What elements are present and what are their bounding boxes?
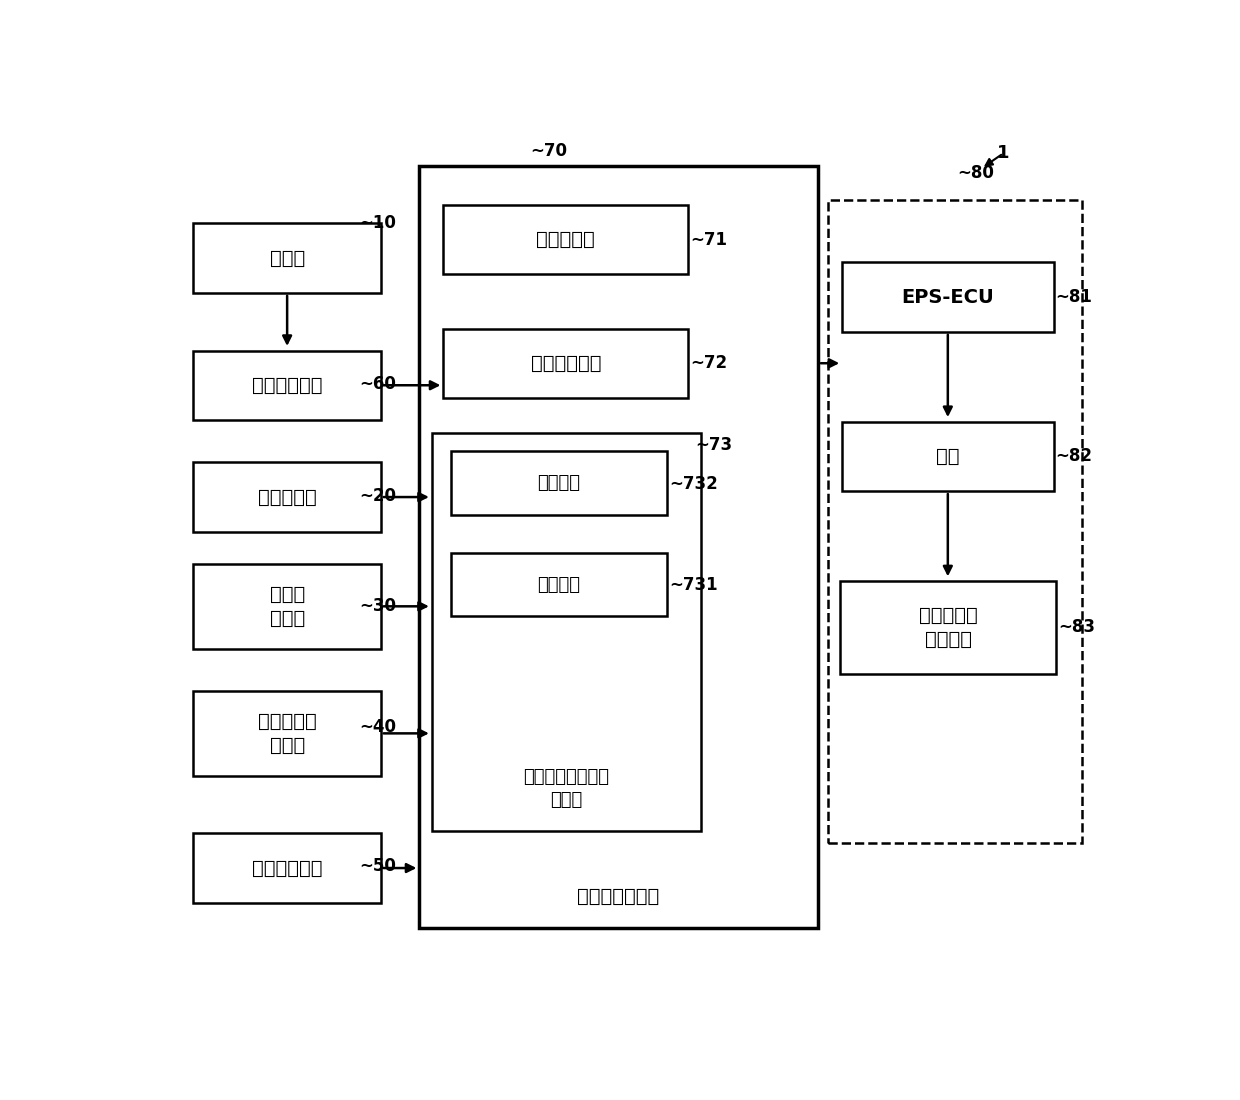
Text: 加速度传感器: 加速度传感器 (252, 858, 322, 878)
Text: 预控制部: 预控制部 (538, 474, 580, 492)
Bar (444, 329, 688, 398)
Text: ∼20: ∼20 (360, 487, 397, 505)
Bar (193, 223, 381, 293)
Text: 车道脱离控制部: 车道脱离控制部 (577, 887, 660, 905)
Text: ∼731: ∼731 (670, 576, 718, 594)
Text: 白线识别装置: 白线识别装置 (252, 376, 322, 395)
Text: ∼83: ∼83 (1058, 618, 1095, 637)
Text: 脱离判定部: 脱离判定部 (537, 230, 595, 249)
Text: 转向操纵角
变化机构: 转向操纵角 变化机构 (919, 606, 977, 649)
Text: ∼30: ∼30 (360, 597, 397, 615)
Bar (451, 553, 667, 616)
Bar (193, 462, 381, 531)
Text: 车速传感器: 车速传感器 (258, 487, 316, 507)
Text: ∼82: ∼82 (1055, 448, 1092, 465)
Bar (841, 581, 1056, 674)
Bar (444, 205, 688, 274)
Bar (842, 263, 1054, 332)
Text: 照相机: 照相机 (269, 249, 305, 267)
Text: ∼72: ∼72 (691, 354, 728, 372)
Text: 目标线设定部: 目标线设定部 (531, 354, 601, 373)
Text: 转向操纵角
传感器: 转向操纵角 传感器 (258, 712, 316, 755)
Bar (451, 451, 667, 515)
Bar (828, 200, 1083, 844)
Text: 目标转向操纵转矩
运算部: 目标转向操纵转矩 运算部 (523, 768, 609, 808)
Bar (432, 432, 701, 830)
Bar (193, 351, 381, 420)
Text: ∼80: ∼80 (957, 164, 994, 182)
Text: 横摆率
传感器: 横摆率 传感器 (269, 585, 305, 628)
Bar (419, 166, 818, 928)
Bar (193, 564, 381, 649)
Text: ∼81: ∼81 (1055, 288, 1092, 306)
Bar (193, 691, 381, 775)
Text: ∼70: ∼70 (529, 142, 567, 160)
Text: ∼60: ∼60 (360, 375, 397, 393)
Text: 主控制部: 主控制部 (538, 575, 580, 594)
Text: ∼71: ∼71 (691, 231, 728, 249)
Text: ∼73: ∼73 (696, 437, 732, 454)
Text: 1: 1 (997, 144, 1009, 162)
Text: ∼10: ∼10 (360, 213, 397, 232)
Text: ∼50: ∼50 (360, 857, 397, 876)
Text: 马达: 马达 (936, 447, 960, 466)
Bar (842, 421, 1054, 491)
Bar (193, 834, 381, 903)
Text: EPS-ECU: EPS-ECU (901, 288, 994, 307)
Text: ∼40: ∼40 (360, 717, 397, 736)
Text: ∼732: ∼732 (670, 474, 718, 493)
